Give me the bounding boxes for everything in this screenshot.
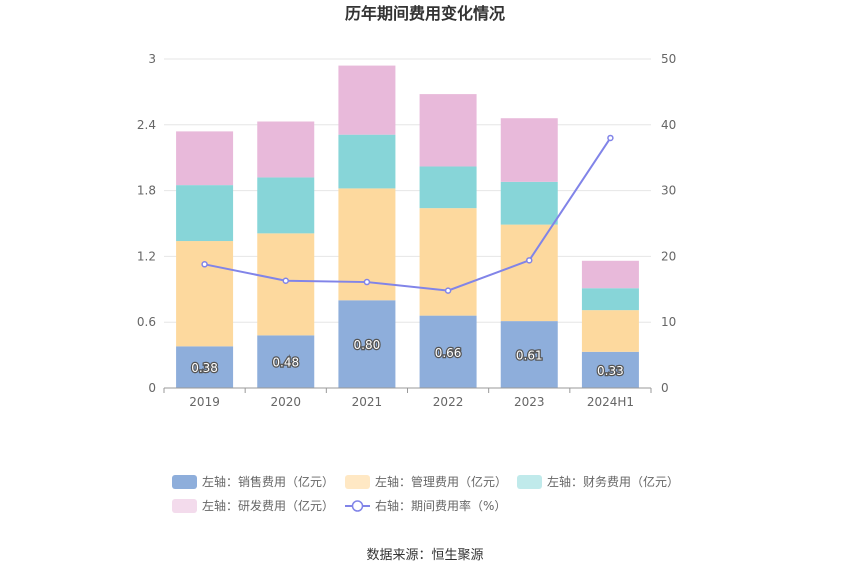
bar-segment <box>500 321 558 388</box>
bar-segment <box>338 65 396 135</box>
legend-swatch <box>172 499 197 513</box>
rate-line <box>204 137 612 292</box>
bar-value-label: 0.66 <box>435 346 462 360</box>
right-axis-ticks: 0 10 20 30 40 50 <box>661 52 676 395</box>
left-axis-tick-label: 0 <box>148 381 156 395</box>
bar-segment <box>419 94 477 167</box>
bar-segment <box>176 346 234 388</box>
x-axis-ticks: 2019 2020 2021 2022 2023 2024H1 <box>163 388 652 409</box>
bar-segment <box>176 241 234 347</box>
bar-segment <box>338 134 396 189</box>
bar-segment <box>581 310 639 352</box>
rate-point <box>526 257 533 264</box>
bar-value-label: 0.48 <box>272 356 299 370</box>
bar-value-label: 0.38 <box>191 361 218 375</box>
bar-segment <box>500 224 558 322</box>
bars <box>176 65 639 388</box>
legend-line-marker <box>351 500 364 512</box>
x-axis-tick-label: 2024H1 <box>587 395 634 409</box>
left-axis-tick-label: 0.6 <box>137 315 156 329</box>
bar-segment <box>176 131 234 186</box>
left-axis-tick-label: 1.2 <box>137 249 156 263</box>
x-axis-tick-label: 2022 <box>433 395 464 409</box>
legend: 左轴：销售费用（亿元） 左轴：管理费用（亿元） 左轴：财务费用（亿元） 左轴：研发费用… <box>172 474 679 513</box>
legend-label: 左轴：销售费用（亿元） <box>202 474 334 489</box>
bar-segment <box>419 208 477 316</box>
x-axis-tick-label: 2021 <box>352 395 383 409</box>
bar-segment <box>581 351 639 388</box>
chart-source: 数据来源：恒生聚源 <box>366 548 483 563</box>
left-axis-ticks: 0 0.6 1.2 1.8 2.4 3 <box>137 52 156 395</box>
x-axis-tick-label: 2019 <box>189 395 220 409</box>
bar-value-label: 0.61 <box>516 349 543 363</box>
rate-line-series <box>201 134 614 294</box>
bar-segment <box>419 166 477 209</box>
left-axis-tick-label: 2.4 <box>137 118 156 132</box>
bar-segment <box>257 233 315 336</box>
right-axis-tick-label: 40 <box>661 118 676 132</box>
bar-labels: 0.38 0.48 0.80 0.66 0.61 0.33 <box>190 337 625 379</box>
bar-segment <box>581 260 639 289</box>
bar-segment <box>176 185 234 242</box>
bar-segment <box>338 300 396 388</box>
legend-label: 右轴：期间费用率（%） <box>375 498 506 513</box>
left-axis-tick-label: 1.8 <box>137 184 156 198</box>
legend-label: 左轴：财务费用（亿元） <box>547 474 679 489</box>
rate-point <box>607 134 614 142</box>
legend-swatch <box>345 475 370 489</box>
rate-point <box>363 278 371 286</box>
rate-point <box>282 277 289 284</box>
x-axis-tick-label: 2020 <box>270 395 301 409</box>
bar-segment <box>500 118 558 182</box>
grid-lines <box>164 58 651 323</box>
right-axis-tick-label: 20 <box>661 249 676 263</box>
legend-label: 左轴：研发费用（亿元） <box>202 498 334 513</box>
bar-segment <box>257 121 315 178</box>
bar-segment <box>257 335 315 388</box>
bar-segment <box>581 288 639 311</box>
rate-point <box>444 287 452 294</box>
right-axis-tick-label: 50 <box>661 52 676 66</box>
legend-swatch <box>172 475 197 489</box>
chart-title: 历年期间费用变化情况 <box>345 4 505 23</box>
right-axis-tick-label: 10 <box>661 315 676 329</box>
right-axis-tick-label: 0 <box>661 381 669 395</box>
bar-segment <box>257 177 315 234</box>
legend-label: 左轴：管理费用（亿元） <box>375 474 507 489</box>
bar-segment <box>500 181 558 225</box>
bar-value-label: 0.33 <box>597 364 624 378</box>
rate-point <box>201 261 208 268</box>
right-axis-tick-label: 30 <box>661 184 676 198</box>
x-axis-tick-label: 2023 <box>514 395 545 409</box>
bar-value-label: 0.80 <box>354 338 381 352</box>
bar-segment <box>419 315 477 388</box>
left-axis-tick-label: 3 <box>148 52 156 66</box>
legend-swatch <box>517 475 542 489</box>
